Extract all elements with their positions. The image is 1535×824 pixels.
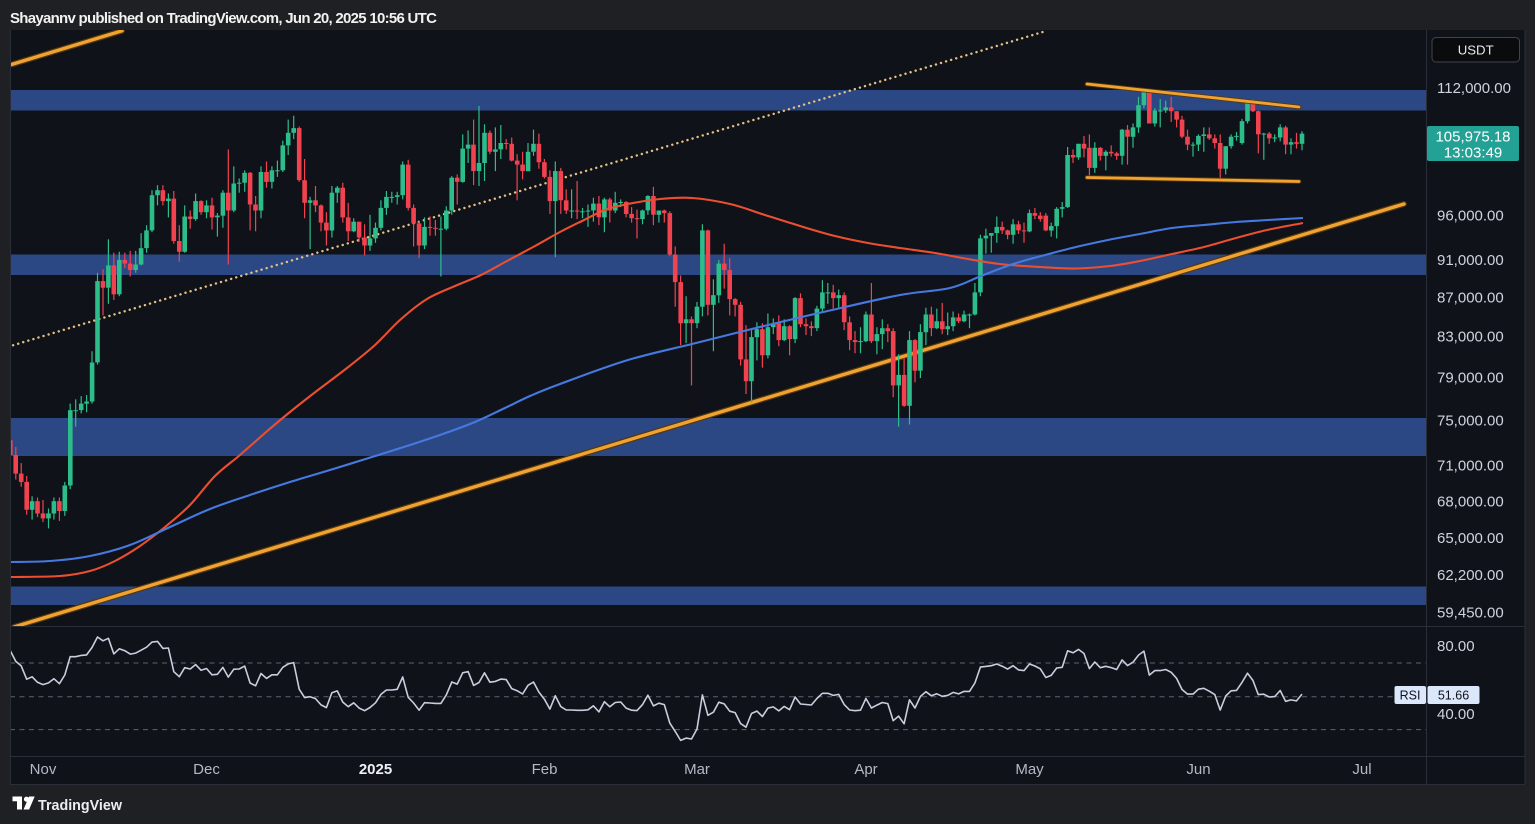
svg-text:105,975.18: 105,975.18: [1435, 129, 1510, 146]
svg-text:May: May: [1015, 761, 1044, 778]
svg-text:83,000.00: 83,000.00: [1437, 329, 1504, 346]
svg-text:87,000.00: 87,000.00: [1437, 290, 1504, 307]
svg-text:51.66: 51.66: [1438, 689, 1469, 703]
svg-text:TradingView: TradingView: [38, 798, 123, 814]
svg-text:RSI: RSI: [1400, 689, 1421, 703]
svg-text:65,000.00: 65,000.00: [1437, 530, 1504, 547]
svg-text:Dec: Dec: [193, 761, 220, 778]
svg-text:40.00: 40.00: [1437, 706, 1475, 723]
svg-text:80.00: 80.00: [1437, 638, 1475, 655]
svg-text:59,450.00: 59,450.00: [1437, 605, 1504, 622]
svg-text:71,000.00: 71,000.00: [1437, 458, 1504, 475]
svg-text:Nov: Nov: [30, 761, 57, 778]
svg-text:Jun: Jun: [1186, 761, 1210, 778]
svg-text:13:03:49: 13:03:49: [1444, 145, 1502, 162]
svg-text:62,200.00: 62,200.00: [1437, 567, 1504, 584]
svg-text:75,000.00: 75,000.00: [1437, 413, 1504, 430]
svg-text:Feb: Feb: [532, 761, 558, 778]
svg-text:Mar: Mar: [684, 761, 710, 778]
svg-text:Shayannv published on TradingV: Shayannv published on TradingView.com, J…: [10, 10, 437, 27]
svg-text:68,000.00: 68,000.00: [1437, 494, 1504, 511]
svg-text:79,000.00: 79,000.00: [1437, 370, 1504, 387]
svg-text:Jul: Jul: [1352, 761, 1371, 778]
svg-text:2025: 2025: [359, 761, 392, 778]
svg-text:USDT: USDT: [1458, 43, 1494, 58]
svg-text:112,000.00: 112,000.00: [1437, 80, 1511, 97]
svg-text:91,000.00: 91,000.00: [1437, 252, 1504, 269]
svg-text:96,000.00: 96,000.00: [1437, 208, 1504, 225]
svg-text:Apr: Apr: [854, 761, 877, 778]
